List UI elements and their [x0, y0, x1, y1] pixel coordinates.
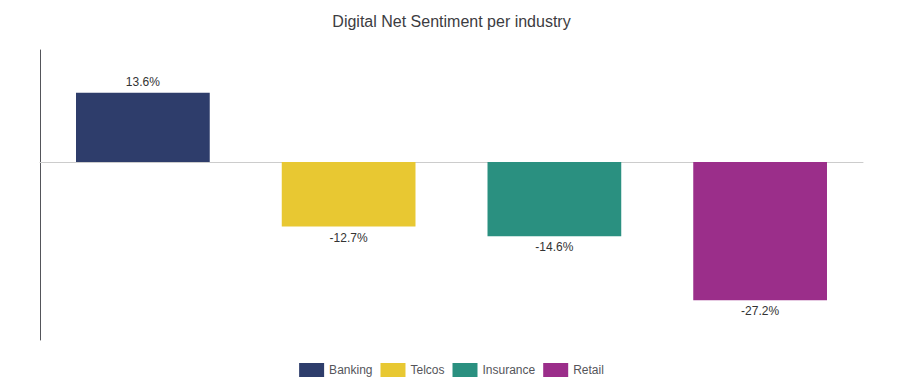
svg-text:-14.6%: -14.6% — [535, 240, 573, 254]
svg-text:-12.7%: -12.7% — [330, 231, 368, 245]
svg-text:Banking: Banking — [329, 363, 372, 377]
svg-text:Digital Net Sentiment per indu: Digital Net Sentiment per industry — [332, 13, 570, 30]
svg-text:13.6%: 13.6% — [126, 75, 160, 89]
svg-text:-27.2%: -27.2% — [741, 304, 779, 318]
svg-text:Insurance: Insurance — [483, 363, 536, 377]
svg-text:Telcos: Telcos — [410, 363, 444, 377]
svg-text:Retail: Retail — [573, 363, 604, 377]
